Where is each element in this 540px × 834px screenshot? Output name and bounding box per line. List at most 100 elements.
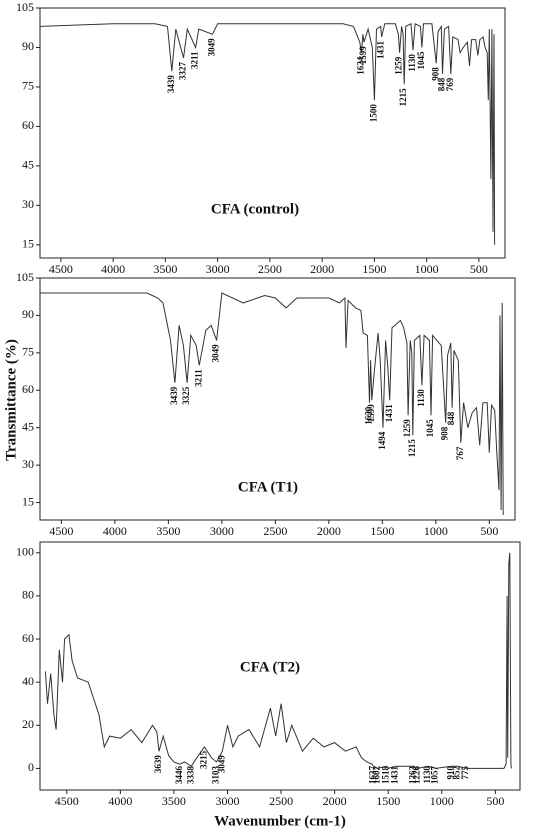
peak-label: 769 — [445, 77, 455, 91]
y-axis-label: Transmittance (%) — [3, 339, 19, 461]
plot-frame — [39, 7, 506, 259]
x-tick-label: 500 — [486, 794, 504, 808]
peak-label: 1431 — [376, 40, 386, 59]
peak-label: 1259 — [394, 56, 404, 75]
peak-label: 1518 — [380, 766, 390, 785]
peak-label: 1130 — [407, 54, 417, 72]
y-tick-label: 20 — [22, 717, 34, 731]
peak-label: 1045 — [416, 51, 426, 69]
x-tick-label: 2000 — [310, 262, 334, 276]
chart-title: CFA (T2) — [240, 659, 300, 675]
x-tick-label: 500 — [470, 262, 488, 276]
x-tick-label: 1500 — [370, 524, 394, 538]
y-tick-label: 90 — [22, 39, 34, 53]
peak-label: 3049 — [207, 38, 217, 57]
peak-label: 848 — [446, 411, 456, 425]
x-tick-label: 4000 — [108, 794, 132, 808]
x-tick-label: 1500 — [376, 794, 400, 808]
y-tick-label: 60 — [22, 382, 34, 396]
peak-label: 1045 — [425, 419, 435, 438]
peak-label: 848 — [437, 77, 447, 91]
peak-label: 1263 — [408, 766, 418, 785]
x-tick-label: 2500 — [263, 524, 287, 538]
peak-label: 3446 — [174, 766, 184, 785]
y-tick-label: 30 — [22, 457, 34, 471]
peak-label: 1259 — [402, 419, 412, 438]
y-tick-label: 0 — [28, 760, 34, 774]
peak-label: 908 — [430, 67, 440, 81]
spectrum-line — [40, 292, 504, 516]
x-axis-label: Wavenumber (cm-1) — [214, 813, 346, 829]
x-tick-label: 3000 — [216, 794, 240, 808]
peak-label: 1602 — [371, 766, 381, 785]
spectrum-line — [44, 552, 512, 769]
peak-label: 1057 — [430, 766, 440, 785]
peak-label: 775 — [460, 766, 470, 780]
x-tick-label: 1000 — [430, 794, 454, 808]
x-tick-label: 3000 — [210, 524, 234, 538]
x-tick-label: 4500 — [49, 524, 73, 538]
peak-label: 1130 — [422, 766, 432, 784]
y-tick-label: 45 — [22, 419, 34, 433]
peak-label: 3338 — [185, 766, 195, 785]
peak-label: 908 — [440, 426, 450, 440]
peak-label: 3211 — [190, 51, 200, 69]
chart-title: CFA (T1) — [238, 479, 298, 495]
peak-label: 3439 — [169, 386, 179, 405]
peak-label: 767 — [455, 446, 465, 460]
peak-label: 1431 — [390, 766, 400, 785]
peak-label: 1624 — [355, 56, 365, 75]
y-tick-label: 60 — [22, 631, 34, 645]
y-tick-label: 105 — [16, 270, 34, 284]
y-tick-label: 80 — [22, 588, 34, 602]
x-tick-label: 1000 — [415, 262, 439, 276]
peak-label: 910 — [445, 766, 455, 780]
peak-label: 3103 — [211, 765, 221, 784]
peak-label: 1215 — [398, 88, 408, 107]
peak-label: 1500 — [368, 104, 378, 123]
x-tick-label: 1500 — [362, 262, 386, 276]
x-tick-label: 2500 — [269, 794, 293, 808]
peak-label: 3215 — [199, 750, 209, 769]
peak-label: 1494 — [377, 431, 387, 450]
spectrum-line — [39, 23, 496, 245]
peak-label: 3439 — [166, 75, 176, 94]
y-tick-label: 15 — [22, 237, 34, 251]
x-tick-label: 4500 — [49, 262, 73, 276]
plot-frame — [39, 277, 516, 521]
x-tick-label: 2500 — [258, 262, 282, 276]
y-tick-label: 15 — [22, 494, 34, 508]
peak-label: 1620 — [364, 406, 374, 425]
y-tick-label: 75 — [22, 345, 34, 359]
x-tick-label: 3500 — [162, 794, 186, 808]
peak-label: 1431 — [384, 404, 394, 423]
peak-label: 3211 — [193, 369, 203, 387]
peak-label: 852 — [452, 766, 462, 780]
peak-label: 3325 — [181, 386, 191, 405]
y-tick-label: 90 — [22, 307, 34, 321]
x-tick-label: 2000 — [323, 794, 347, 808]
x-tick-label: 4000 — [101, 262, 125, 276]
peak-label: 1599 — [358, 46, 368, 65]
peak-label: 1599 — [366, 404, 376, 423]
plot-frame — [39, 541, 521, 791]
y-tick-label: 100 — [16, 545, 34, 559]
x-tick-label: 4000 — [103, 524, 127, 538]
y-tick-label: 40 — [22, 674, 34, 688]
x-tick-label: 500 — [480, 524, 498, 538]
peak-label: 3639 — [153, 755, 163, 774]
y-tick-label: 60 — [22, 118, 34, 132]
y-tick-label: 75 — [22, 79, 34, 93]
x-tick-label: 3500 — [156, 524, 180, 538]
x-tick-label: 3000 — [206, 262, 230, 276]
peak-label: 1226 — [412, 766, 422, 785]
peak-label: 3327 — [178, 62, 188, 81]
x-tick-label: 2000 — [317, 524, 341, 538]
y-tick-label: 105 — [16, 0, 34, 14]
x-tick-label: 4500 — [55, 794, 79, 808]
chart-title: CFA (control) — [211, 201, 299, 217]
y-tick-label: 45 — [22, 158, 34, 172]
peak-label: 1637 — [368, 766, 378, 785]
y-tick-label: 30 — [22, 197, 34, 211]
